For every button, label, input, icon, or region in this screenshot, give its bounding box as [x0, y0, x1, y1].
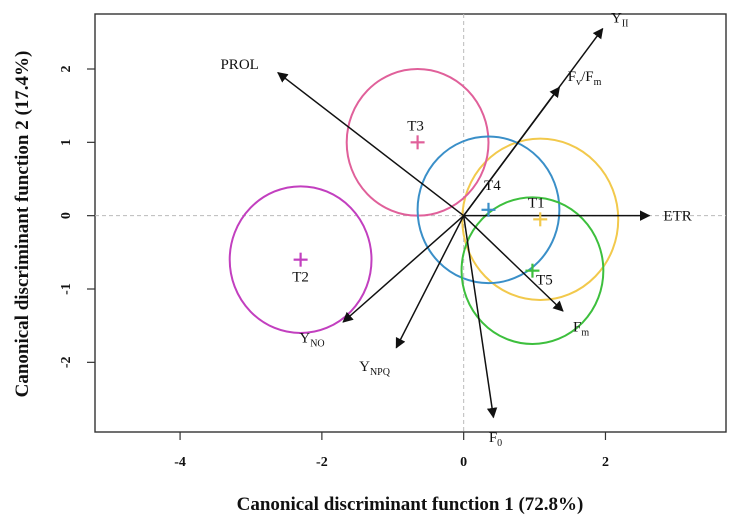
vector-label-main: Y	[299, 330, 310, 346]
treatment-circles	[228, 67, 620, 345]
plot-frame	[94, 13, 727, 433]
vector-label-main: Y	[611, 10, 622, 26]
vector-label: PROL	[220, 57, 258, 73]
vector-label: ETR	[663, 209, 691, 225]
treatment-circle-t5	[460, 196, 605, 345]
y-tick-label: 1	[59, 139, 74, 146]
vector-label-subscript: 0	[497, 438, 502, 449]
treatment-label-t4: T4	[484, 178, 501, 194]
vector-label-main: Y	[359, 359, 370, 375]
y-tick-label: -2	[59, 356, 74, 368]
x-axis-title: Canonical discriminant function 1 (72.8%…	[237, 494, 584, 515]
vector-label-main: PROL	[220, 57, 258, 73]
vector-label-suffix-subscript: m	[594, 77, 602, 88]
y-tick-label: -1	[59, 283, 74, 295]
vector-arrow	[342, 215, 465, 323]
treatment-circle-t4	[416, 135, 561, 285]
reference-lines	[95, 14, 726, 432]
vector-label-main: F	[568, 69, 576, 85]
axis-ticks: -4 -2 0 2 -2 -1 0 1 2	[59, 66, 609, 471]
x-tick-label: -4	[174, 455, 186, 470]
vector-label: F0	[489, 430, 502, 449]
vector-arrow	[463, 86, 561, 217]
x-tick-label: 2	[602, 455, 609, 470]
vector-arrow	[277, 72, 465, 217]
vector-label-main: F	[573, 320, 581, 336]
x-tick-label: 0	[460, 455, 467, 470]
vector-label-subscript: m	[581, 328, 589, 339]
vector-label-main: F	[489, 430, 497, 446]
y-tick-label: 2	[59, 66, 74, 73]
y-axis-title: Canonical discriminant function 2 (17.4%…	[12, 51, 33, 398]
vector-label-subscript: NPQ	[370, 367, 391, 378]
vector-label: Fm	[573, 320, 589, 339]
vector-label: Fv/Fm	[568, 69, 602, 88]
vector-label: YII	[611, 10, 629, 29]
vector-label-subscript: NO	[310, 338, 324, 349]
treatment-circle-t2	[228, 185, 373, 334]
vector-label-suffix: /F	[581, 69, 594, 85]
vector-arrow	[395, 215, 465, 349]
x-tick-label: -2	[316, 455, 328, 470]
treatment-label-t5: T5	[536, 273, 553, 289]
y-tick-label: 0	[59, 212, 74, 219]
treatment-label-t1: T1	[528, 195, 545, 211]
vector-label-subscript: v	[576, 77, 581, 88]
vector-label-main: ETR	[663, 209, 691, 225]
treatment-markers: T1 T2 T3 T4 T5	[292, 118, 553, 288]
vector-arrow	[462, 215, 498, 419]
vector-label: YNPQ	[359, 359, 391, 378]
treatment-label-t3: T3	[407, 118, 424, 134]
treatment-label-t2: T2	[292, 270, 309, 286]
vector-arrow	[463, 215, 564, 312]
vector-label-subscript: II	[622, 18, 629, 29]
vector-label: YNO	[299, 330, 324, 349]
